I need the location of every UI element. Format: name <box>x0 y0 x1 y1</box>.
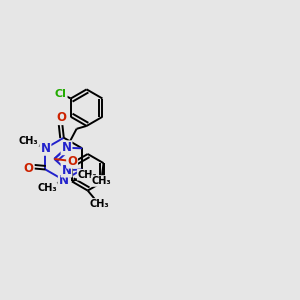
Text: CH₃: CH₃ <box>92 176 111 186</box>
Text: O: O <box>67 154 77 168</box>
Text: CH₃: CH₃ <box>37 183 57 193</box>
Text: CH₃: CH₃ <box>19 136 39 146</box>
Text: N: N <box>40 142 50 155</box>
Text: O: O <box>57 111 67 124</box>
Text: N: N <box>59 174 69 187</box>
Text: O: O <box>24 161 34 175</box>
Text: N: N <box>61 164 71 177</box>
Text: Cl: Cl <box>55 89 67 99</box>
Text: CH₃: CH₃ <box>78 170 97 180</box>
Text: N: N <box>61 141 71 154</box>
Text: CH₃: CH₃ <box>89 199 109 209</box>
